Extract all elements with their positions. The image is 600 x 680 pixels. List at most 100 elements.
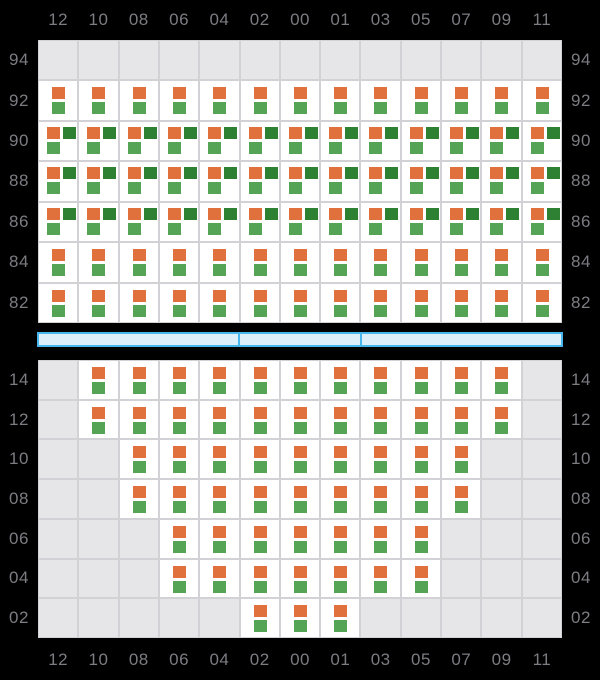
grid-cell-pair bbox=[321, 559, 360, 598]
scrollbar-segment-1[interactable] bbox=[238, 334, 360, 345]
green-square bbox=[87, 222, 101, 235]
dark-green-square bbox=[224, 207, 238, 220]
grid-cell-pair bbox=[240, 243, 279, 282]
x-axis-top: 12 10 08 06 04 02 00 01 03 05 07 09 11 bbox=[38, 0, 562, 40]
grid-cell-pair bbox=[159, 480, 199, 518]
grid-cell-empty bbox=[482, 599, 521, 637]
grid-cell-pair bbox=[442, 283, 481, 322]
orange-square bbox=[127, 126, 141, 139]
x-axis-top-label-10: 07 bbox=[451, 10, 472, 29]
green-square bbox=[455, 421, 469, 434]
orange-square bbox=[409, 207, 423, 220]
dark-green-square bbox=[143, 126, 157, 139]
grid-cell-triple bbox=[200, 162, 239, 201]
grid-cell-pair bbox=[442, 81, 481, 120]
y-label-lower-left-1: 12 bbox=[9, 409, 29, 429]
grid-cell-empty bbox=[482, 480, 521, 518]
dark-green-square bbox=[63, 167, 76, 180]
green-square bbox=[253, 580, 267, 593]
orange-square bbox=[92, 289, 106, 302]
green-square bbox=[213, 382, 227, 394]
grid-cell-pair bbox=[200, 400, 239, 439]
orange-square bbox=[530, 167, 544, 180]
scrollbar-segment-0[interactable] bbox=[39, 334, 238, 345]
dark-green-square bbox=[466, 167, 480, 180]
grid-cell-pair bbox=[280, 243, 320, 282]
green-square bbox=[374, 421, 388, 434]
grid-cell-triple bbox=[522, 162, 561, 201]
grid-cell-empty bbox=[482, 519, 521, 558]
grid-cell-pair bbox=[119, 440, 158, 479]
green-square bbox=[334, 620, 348, 633]
orange-square bbox=[334, 406, 348, 419]
orange-square bbox=[334, 249, 348, 262]
green-square bbox=[530, 222, 544, 235]
green-square bbox=[414, 580, 428, 593]
grid-cell-triple bbox=[482, 162, 521, 201]
orange-square bbox=[172, 446, 186, 459]
green-square bbox=[132, 461, 146, 474]
green-square bbox=[52, 304, 65, 317]
green-square bbox=[132, 382, 146, 394]
grid-cell-pair bbox=[321, 283, 360, 322]
orange-square bbox=[92, 87, 106, 100]
green-square bbox=[293, 461, 307, 474]
orange-square bbox=[253, 605, 267, 618]
grid-cell-empty bbox=[482, 41, 521, 80]
green-square bbox=[87, 182, 101, 195]
orange-square bbox=[87, 207, 101, 220]
grid-cell-empty bbox=[119, 519, 158, 558]
grid-cell-triple bbox=[79, 202, 118, 242]
green-square bbox=[172, 501, 186, 514]
orange-square bbox=[132, 87, 146, 100]
orange-square bbox=[334, 525, 348, 538]
green-square bbox=[208, 182, 222, 195]
orange-square bbox=[172, 367, 186, 379]
y-label-upper-left-2: 90 bbox=[9, 131, 29, 151]
orange-square bbox=[334, 605, 348, 618]
orange-square bbox=[248, 126, 262, 139]
grid-cell-triple bbox=[119, 162, 158, 201]
grid-cell-pair bbox=[361, 283, 400, 322]
orange-square bbox=[52, 289, 65, 302]
grid-cell-pair bbox=[522, 283, 561, 322]
green-square bbox=[248, 222, 262, 235]
green-square bbox=[167, 141, 181, 154]
green-square bbox=[248, 182, 262, 195]
grid-cell-triple bbox=[79, 121, 118, 161]
orange-square bbox=[253, 525, 267, 538]
grid-cell-pair bbox=[361, 81, 400, 120]
dark-green-square bbox=[103, 207, 117, 220]
orange-square bbox=[495, 406, 509, 419]
grid-cell-pair bbox=[200, 440, 239, 479]
dark-green-square bbox=[103, 126, 117, 139]
orange-square bbox=[530, 126, 544, 139]
orange-square bbox=[208, 126, 222, 139]
y-label-upper-left-0: 94 bbox=[9, 50, 29, 70]
orange-square bbox=[248, 207, 262, 220]
scrollbar[interactable] bbox=[37, 332, 563, 347]
orange-square bbox=[92, 367, 106, 379]
green-square bbox=[288, 222, 302, 235]
orange-square bbox=[409, 126, 423, 139]
grid-cell-empty bbox=[522, 559, 561, 598]
orange-square bbox=[414, 525, 428, 538]
green-square bbox=[450, 222, 464, 235]
grid-cell-pair bbox=[321, 361, 360, 399]
green-square bbox=[374, 264, 388, 277]
orange-square bbox=[293, 87, 307, 100]
scrollbar-segment-2[interactable] bbox=[359, 334, 561, 345]
grid-cell-empty bbox=[240, 41, 279, 80]
grid-cell-pair bbox=[401, 400, 441, 439]
orange-square bbox=[329, 167, 343, 180]
orange-square bbox=[213, 486, 227, 499]
orange-square bbox=[288, 167, 302, 180]
orange-square bbox=[414, 565, 428, 578]
green-square bbox=[288, 182, 302, 195]
green-square bbox=[455, 304, 469, 317]
orange-square bbox=[450, 167, 464, 180]
green-square bbox=[293, 620, 307, 633]
grid-cell-pair bbox=[280, 440, 320, 479]
green-square bbox=[334, 421, 348, 434]
grid-cell-triple bbox=[240, 121, 279, 161]
